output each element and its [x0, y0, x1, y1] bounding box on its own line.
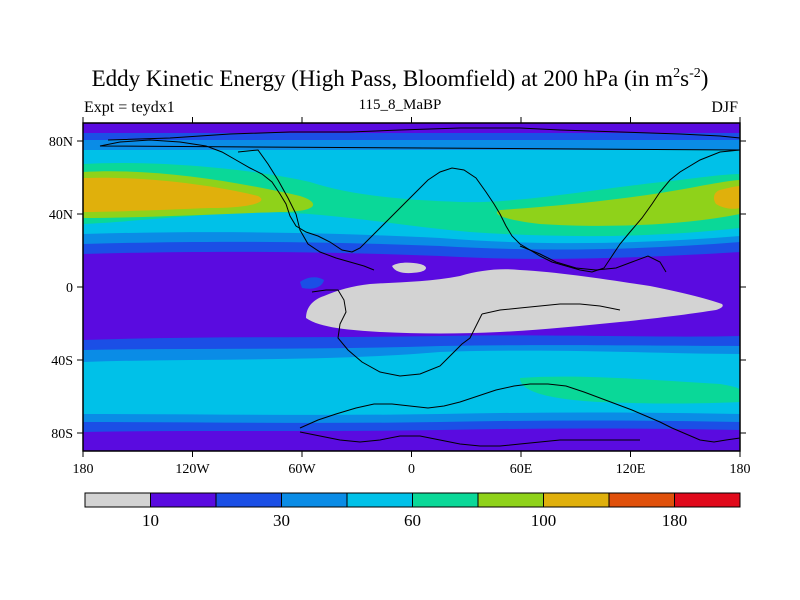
y-label-40s: 40S: [51, 354, 73, 369]
y-label-0: 0: [66, 281, 73, 296]
x-label-180e: 180: [730, 462, 751, 477]
colorbar-box-1: [84, 492, 151, 508]
continent-outlines: [99, 127, 741, 447]
outline-north-continent: [99, 127, 741, 273]
colorbar-box-6: [412, 492, 479, 508]
field-missing-data-islet: [392, 262, 426, 274]
field-north-band-140-east: [713, 186, 740, 209]
colorbar-box-10: [674, 492, 741, 508]
x-label-120e: 120E: [616, 462, 646, 477]
y-label-80n: 80N: [49, 135, 73, 150]
colorbar-box-8: [543, 492, 610, 508]
outline-south-continent: [299, 383, 741, 443]
outline-north-inner: [237, 149, 667, 273]
colorbar-box-5: [346, 492, 413, 508]
outline-equatorial-continent: [311, 289, 621, 377]
x-label-0: 0: [408, 462, 415, 477]
y-label-80s: 80S: [51, 427, 73, 442]
colorbar-label-100: 100: [531, 511, 557, 530]
colorbar-box-9: [608, 492, 675, 508]
y-label-40n: 40N: [49, 208, 73, 223]
colorbar-label-10: 10: [142, 511, 159, 530]
colorbar-boxes: [84, 492, 741, 508]
y-axis-labels: 80N 40N 0 40S 80S: [49, 135, 73, 442]
experiment-label: Expt = teydx1: [84, 99, 175, 116]
x-label-60w: 60W: [288, 462, 316, 477]
x-label-60e: 60E: [510, 462, 533, 477]
x-label-180w: 180: [73, 462, 94, 477]
colorbar-label-60: 60: [404, 511, 421, 530]
colorbar-box-3: [215, 492, 282, 508]
season-label: DJF: [711, 99, 738, 116]
field-north-band-100-east: [496, 180, 740, 226]
chart-title: Eddy Kinetic Energy (High Pass, Bloomfie…: [91, 66, 709, 91]
field-north-band-140: [83, 177, 262, 212]
x-axis-labels: 180 120W 60W 0 60E 120E 180: [73, 462, 751, 477]
colorbar-labels: 10 30 60 100 180: [142, 511, 687, 530]
x-label-120w: 120W: [175, 462, 210, 477]
field-missing-data: [306, 269, 723, 334]
axis-ticks: [77, 117, 746, 457]
field-north-dip: [300, 277, 324, 289]
colorbar-box-7: [477, 492, 544, 508]
colorbar-box-4: [281, 492, 348, 508]
colorbar-box-2: [150, 492, 217, 508]
map-plot: 180 120W 60W 0 60E 120E 180 80N 40N 0 40…: [49, 117, 751, 477]
field-south-band-80: [520, 376, 740, 404]
period-label: 115_8_MaBP: [358, 97, 442, 113]
colorbar-label-30: 30: [273, 511, 290, 530]
colorbar-label-180: 180: [662, 511, 688, 530]
outline-south-continent-base: [299, 431, 640, 447]
colorbar: 10 30 60 100 180: [84, 492, 741, 530]
